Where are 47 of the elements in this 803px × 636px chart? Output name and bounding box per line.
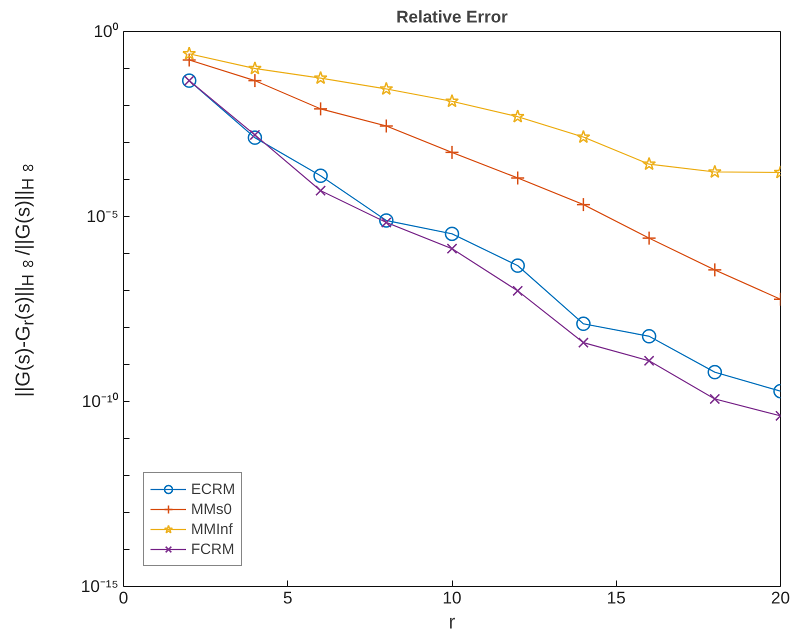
point bbox=[379, 82, 394, 95]
point bbox=[510, 258, 525, 273]
point bbox=[314, 70, 328, 84]
point bbox=[708, 164, 722, 178]
point bbox=[512, 285, 524, 296]
point bbox=[379, 213, 394, 228]
point bbox=[379, 118, 394, 134]
x-tick-label: 0 bbox=[118, 588, 128, 608]
point bbox=[444, 145, 460, 160]
point bbox=[709, 394, 720, 404]
point bbox=[642, 329, 656, 344]
point bbox=[708, 262, 722, 278]
point bbox=[248, 130, 262, 145]
legend-label: ECRM bbox=[191, 480, 236, 498]
point bbox=[444, 226, 460, 242]
point bbox=[315, 185, 326, 196]
point bbox=[510, 109, 525, 123]
x-tick-label: 10 bbox=[442, 588, 462, 608]
legend-label: FCRM bbox=[191, 540, 234, 558]
y-tick-label: 10⁰ bbox=[94, 22, 119, 41]
x-tick-label: 20 bbox=[771, 588, 790, 608]
x-tick-label: 15 bbox=[606, 588, 626, 608]
y-tick-label: 10⁻¹⁰ bbox=[82, 392, 119, 411]
point bbox=[182, 46, 196, 60]
point bbox=[445, 94, 459, 108]
point bbox=[576, 197, 591, 212]
legend-label: MMs0 bbox=[191, 500, 232, 518]
chart-title: Relative Error bbox=[396, 8, 508, 26]
point bbox=[313, 168, 328, 184]
y-tick-label: 10⁻⁵ bbox=[86, 207, 119, 226]
point bbox=[578, 337, 589, 348]
x-tick-label: 5 bbox=[283, 588, 292, 608]
x-axis-title: r bbox=[448, 612, 456, 634]
point bbox=[446, 243, 458, 254]
point bbox=[248, 73, 262, 88]
point bbox=[576, 316, 591, 332]
point bbox=[313, 102, 328, 116]
point bbox=[708, 364, 722, 380]
point bbox=[248, 61, 262, 75]
point bbox=[576, 130, 590, 144]
legend-label: MMInf bbox=[191, 520, 233, 538]
point bbox=[642, 230, 656, 246]
point bbox=[644, 355, 654, 366]
point bbox=[642, 156, 656, 170]
point bbox=[510, 170, 525, 186]
point bbox=[182, 52, 196, 68]
y-tick-label: 10⁻¹⁵ bbox=[80, 577, 119, 596]
